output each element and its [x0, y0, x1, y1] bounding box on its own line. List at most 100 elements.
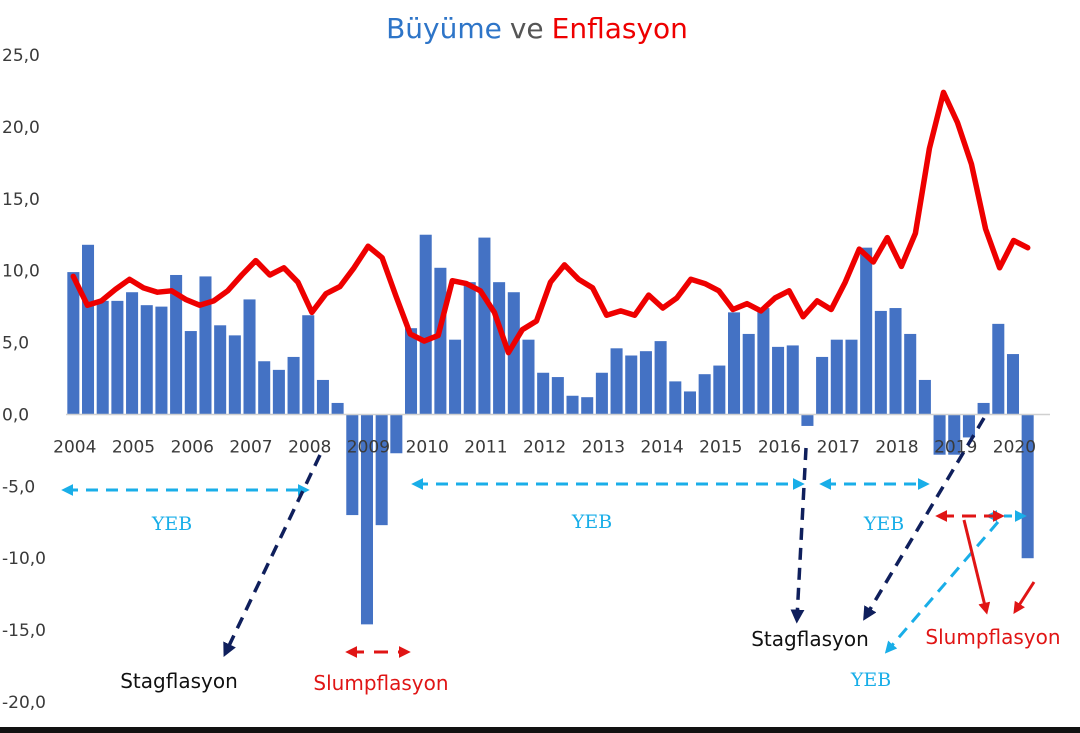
x-tick-label: 2011 — [464, 437, 507, 457]
yeb-label-3: YEB — [863, 513, 904, 535]
growth-bar — [96, 300, 109, 415]
x-tick-label: 2012 — [523, 437, 566, 457]
growth-bar — [566, 395, 579, 415]
growth-bar — [199, 276, 212, 415]
slump-arrow-3 — [962, 519, 991, 615]
growth-bar — [889, 308, 902, 415]
slumpflation-label-1: Slumpflasyon — [313, 671, 448, 695]
growth-bar — [918, 379, 931, 415]
growth-bar — [537, 372, 550, 415]
growth-bar — [551, 377, 564, 415]
x-tick-label: 2010 — [406, 437, 449, 457]
title-inflation: Enflasyon — [552, 12, 688, 45]
x-tick-label: 2013 — [582, 437, 625, 457]
growth-bar — [463, 282, 476, 415]
growth-bar — [184, 331, 197, 415]
x-tick-label: 2017 — [817, 437, 860, 457]
yeb-label-1: YEB — [151, 513, 192, 535]
growth-bar — [360, 414, 373, 625]
growth-bars — [67, 234, 1034, 625]
growth-bar — [214, 325, 227, 415]
growth-bar — [654, 341, 667, 415]
growth-bar — [948, 414, 961, 455]
growth-bar — [757, 308, 770, 415]
growth-bar — [581, 397, 594, 415]
growth-bar — [962, 414, 975, 438]
growth-bar — [698, 374, 711, 415]
x-tick-label: 2015 — [699, 437, 742, 457]
stagflation-label-2: Stagflasyon — [751, 627, 869, 651]
growth-bar — [507, 292, 520, 415]
chart-title: Büyüme ve Enflasyon — [386, 12, 688, 45]
growth-bar — [228, 335, 241, 415]
growth-bar — [170, 274, 183, 415]
growth-bar — [316, 379, 329, 415]
x-tick-label: 2009 — [347, 437, 390, 457]
growth-bar — [272, 369, 285, 415]
slumpflation-label-2: Slumpflasyon — [925, 625, 1060, 649]
y-tick-label: 20,0 — [2, 118, 40, 138]
growth-bar — [390, 414, 403, 454]
bottom-border — [0, 727, 1080, 733]
growth-bar — [346, 414, 359, 516]
y-tick-label: -20,0 — [2, 693, 46, 713]
growth-bar — [669, 381, 682, 415]
growth-bar — [816, 356, 829, 415]
growth-bar — [874, 310, 887, 415]
growth-bar — [419, 234, 432, 415]
title-growth: Büyüme — [386, 12, 502, 45]
x-tick-label: 2008 — [288, 437, 331, 457]
growth-bar — [155, 306, 168, 415]
growth-bar — [772, 346, 785, 415]
y-tick-label: 15,0 — [2, 190, 40, 210]
growth-bar — [595, 372, 608, 415]
growth-bar — [111, 300, 124, 415]
growth-bar — [375, 414, 388, 526]
growth-bar — [67, 272, 80, 415]
growth-bar — [243, 299, 256, 415]
x-axis-year-labels: 2004 2005 2006 2007 2008 2009 2010 2011 2012 2013… — [53, 437, 1036, 457]
title-joiner: ve — [510, 12, 544, 45]
growth-bar — [478, 237, 491, 415]
growth-bar — [801, 414, 814, 426]
growth-bar — [331, 402, 344, 415]
x-tick-label: 2005 — [112, 437, 155, 457]
inflation-line — [70, 89, 1031, 356]
growth-bar — [1021, 414, 1034, 559]
x-tick-label: 2019 — [934, 437, 977, 457]
growth-bar — [522, 339, 535, 415]
growth-bar — [82, 244, 95, 415]
y-tick-label: -10,0 — [2, 549, 46, 569]
growth-bar — [713, 365, 726, 415]
y-tick-label: -5,0 — [2, 477, 35, 497]
growth-bar — [786, 345, 799, 415]
growth-bar — [683, 391, 696, 415]
growth-bar — [830, 339, 843, 415]
yeb-arrow-diagonal — [884, 521, 1000, 654]
growth-bar — [610, 348, 623, 415]
x-tick-label: 2004 — [53, 437, 96, 457]
y-tick-label: 25,0 — [2, 46, 40, 66]
growth-bar — [860, 247, 873, 415]
x-tick-label: 2014 — [640, 437, 683, 457]
growth-bar — [258, 361, 271, 415]
growth-bar — [728, 312, 741, 415]
growth-bar — [933, 414, 946, 455]
growth-bar — [434, 267, 447, 415]
growth-bar — [302, 315, 315, 415]
y-tick-label: 10,0 — [2, 262, 40, 282]
y-tick-label: 5,0 — [2, 334, 29, 354]
stag-arrow-1 — [223, 454, 322, 658]
growth-bar — [639, 351, 652, 415]
growth-bar — [140, 305, 153, 415]
y-tick-label: 0,0 — [2, 405, 29, 425]
x-tick-label: 2016 — [758, 437, 801, 457]
growth-bar — [625, 355, 638, 415]
x-tick-label: 2018 — [875, 437, 918, 457]
annotation-arrows — [61, 417, 1036, 658]
stag-arrow-2 — [790, 447, 808, 624]
x-tick-label: 2006 — [171, 437, 214, 457]
growth-bar — [742, 333, 755, 415]
growth-bar — [904, 333, 917, 415]
